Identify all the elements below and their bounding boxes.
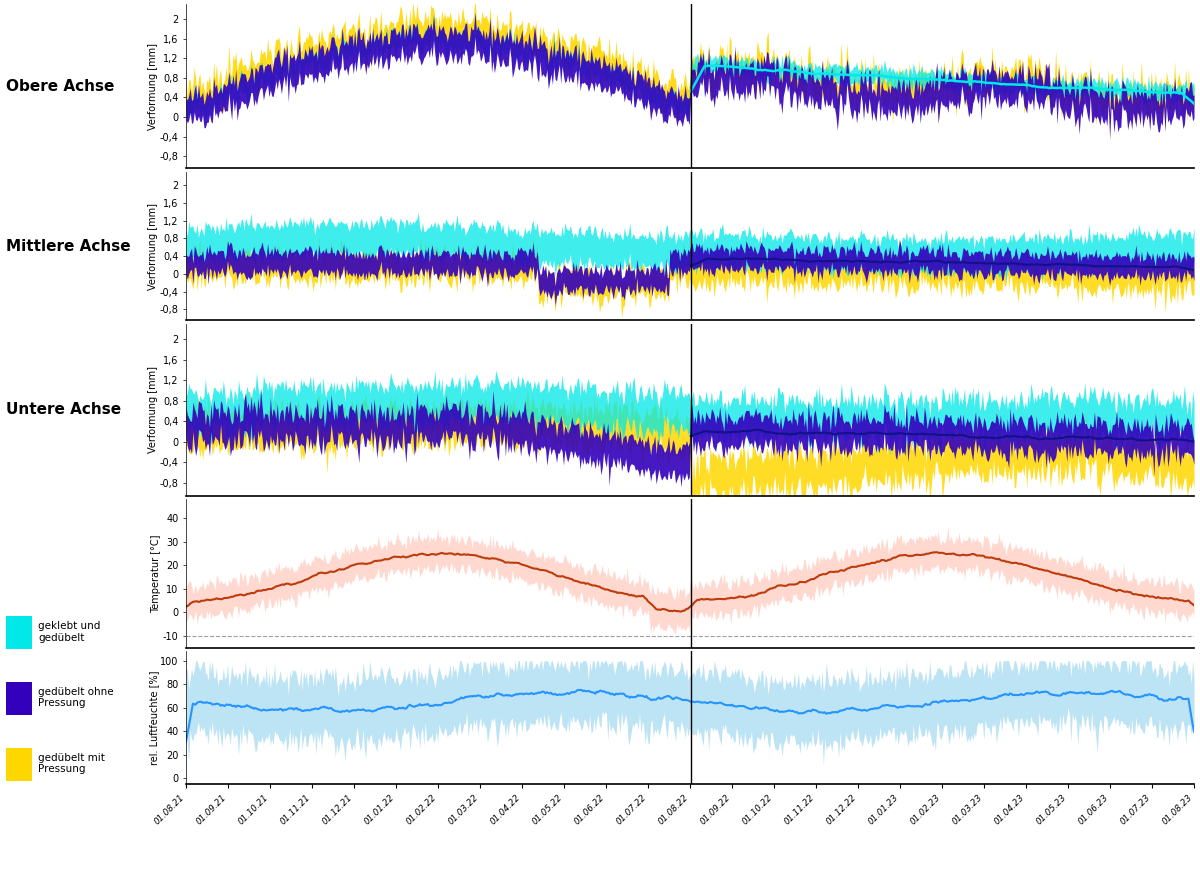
Y-axis label: Verformung [mm]: Verformung [mm] xyxy=(148,43,158,130)
Y-axis label: rel. Luftfeuchte [%]: rel. Luftfeuchte [%] xyxy=(149,670,158,765)
Text: Mittlere Achse: Mittlere Achse xyxy=(6,238,131,254)
Text: Untere Achse: Untere Achse xyxy=(6,402,121,417)
Text: gedübelt mit
Pressung: gedübelt mit Pressung xyxy=(38,752,106,774)
Y-axis label: Verformung [mm]: Verformung [mm] xyxy=(148,366,158,453)
Y-axis label: Temperatur [°C]: Temperatur [°C] xyxy=(151,534,161,612)
Text: geklebt und
gedübelt: geklebt und gedübelt xyxy=(38,621,101,643)
Y-axis label: Verformung [mm]: Verformung [mm] xyxy=(148,202,158,290)
Text: gedübelt ohne
Pressung: gedübelt ohne Pressung xyxy=(38,687,114,709)
Text: Obere Achse: Obere Achse xyxy=(6,79,114,94)
